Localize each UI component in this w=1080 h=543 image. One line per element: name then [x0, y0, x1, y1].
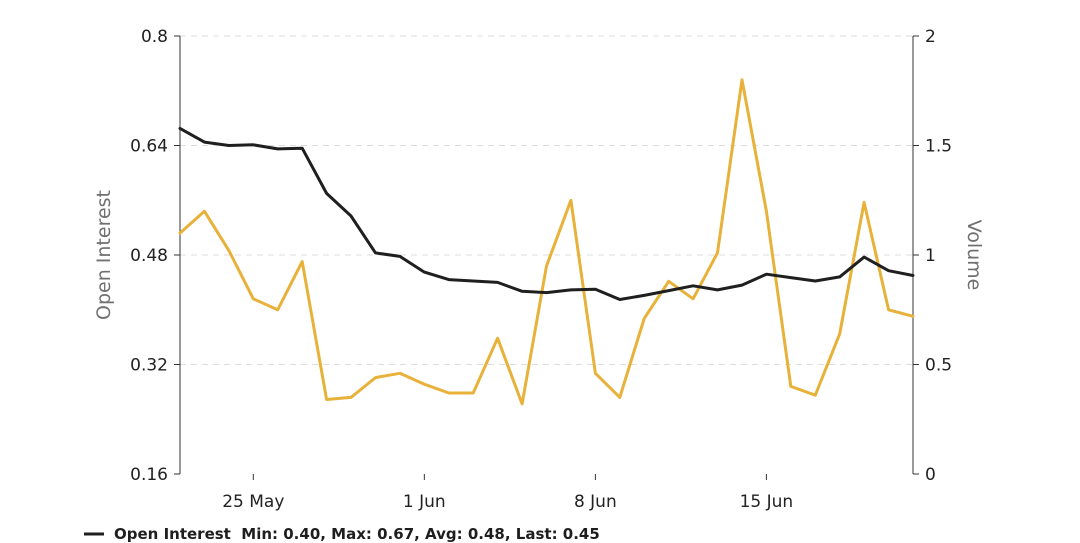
legend: Open Interest Min: 0.40, Max: 0.67, Avg:… — [84, 525, 600, 543]
series-line-volume — [178, 78, 915, 406]
x-tick-label: 25 May — [222, 492, 284, 512]
left-tick-label: 0.64 — [130, 137, 168, 157]
legend-label-open-interest: Open Interest Min: 0.40, Max: 0.67, Avg:… — [114, 525, 600, 543]
grid-lines — [180, 35, 913, 365]
left-axis-ticks: 0.16 0.32 0.48 0.64 0.8 — [130, 27, 180, 485]
x-tick-label: 15 Jun — [740, 492, 794, 512]
right-tick-label: 0.5 — [925, 356, 952, 376]
left-tick-label: 0.8 — [141, 27, 168, 47]
right-tick-label: 0 — [925, 465, 936, 485]
x-tick-label: 8 Jun — [574, 492, 617, 512]
x-axis-ticks: 25 May 1 Jun 8 Jun 15 Jun — [222, 474, 793, 512]
x-tick-label: 1 Jun — [403, 492, 446, 512]
left-tick-label: 0.48 — [130, 246, 168, 266]
left-tick-label: 0.32 — [130, 356, 168, 376]
series-line-open-interest — [178, 126, 915, 301]
right-tick-label: 2 — [925, 27, 936, 47]
right-tick-label: 1 — [925, 246, 936, 266]
left-axis-title: Open Interest — [93, 190, 115, 320]
right-axis-title: Volume — [963, 220, 985, 291]
right-axis-ticks: 0 0.5 1 1.5 2 — [913, 27, 952, 485]
right-tick-label: 1.5 — [925, 137, 952, 157]
series-lines — [178, 78, 915, 406]
left-tick-label: 0.16 — [130, 465, 168, 485]
